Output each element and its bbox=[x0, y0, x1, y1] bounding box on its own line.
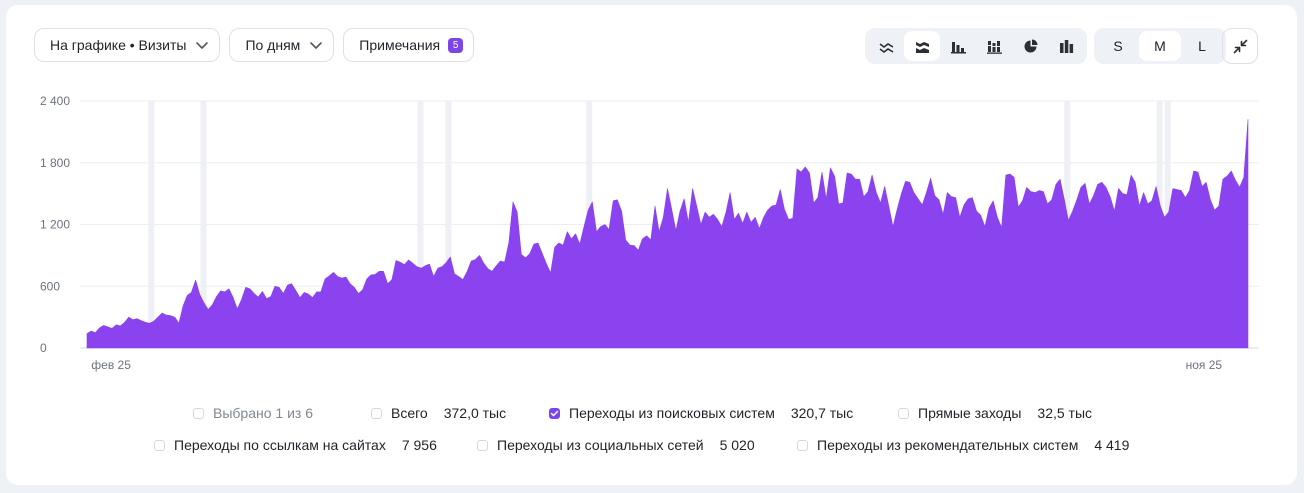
bar-chart-icon bbox=[950, 41, 966, 53]
chart-toolbar: На графике • Визиты По дням Примечания 5 bbox=[34, 28, 475, 62]
checkbox-icon[interactable] bbox=[898, 407, 909, 419]
checkmark-icon bbox=[550, 410, 559, 416]
chart-type-stacked-area-button[interactable] bbox=[904, 31, 940, 61]
y-tick-label: 1 800 bbox=[40, 156, 70, 170]
legend-item-total[interactable]: Всего 372,0 тыс bbox=[371, 405, 506, 421]
y-tick-label: 600 bbox=[40, 279, 60, 293]
chart-type-line-button[interactable] bbox=[868, 31, 904, 61]
legend-item-label: Всего bbox=[391, 405, 428, 421]
chevron-down-icon bbox=[310, 42, 323, 49]
legend-item-value: 5 020 bbox=[719, 437, 755, 453]
chart-type-bar-button[interactable] bbox=[940, 31, 976, 61]
chart-type-stacked-bar-button[interactable] bbox=[976, 31, 1012, 61]
legend-item-value: 7 956 bbox=[401, 437, 437, 453]
legend-item-value: 320,7 тыс bbox=[790, 405, 854, 421]
annotation-marker[interactable] bbox=[200, 101, 207, 348]
notes-count-badge: 5 bbox=[448, 37, 464, 53]
period-select-label: По дням bbox=[245, 37, 301, 53]
legend-item-links[interactable]: Переходы по ссылкам на сайтах 7 956 bbox=[154, 437, 437, 453]
checkbox-icon[interactable] bbox=[371, 407, 382, 419]
annotation-marker[interactable] bbox=[417, 101, 424, 348]
metric-select[interactable]: На графике • Визиты bbox=[34, 28, 221, 62]
visits-area-chart: 0 600 1 200 1 800 2 400 фев 25 ноя 25 bbox=[40, 94, 1259, 372]
legend-item-label: Переходы из поисковых систем bbox=[569, 405, 775, 421]
legend-item-value: 32,5 тыс bbox=[1037, 405, 1093, 421]
legend-selected-count: Выбрано 1 из 6 bbox=[193, 405, 313, 421]
checkbox-checked-icon[interactable] bbox=[549, 407, 560, 419]
checkbox-icon bbox=[193, 407, 204, 419]
collapse-button[interactable] bbox=[1222, 28, 1258, 64]
legend-item-label: Переходы по ссылкам на сайтах bbox=[174, 437, 386, 453]
checkbox-icon[interactable] bbox=[154, 439, 165, 451]
legend-selected-label: Выбрано 1 из 6 bbox=[213, 405, 313, 421]
legend-item-direct[interactable]: Прямые заходы 32,5 тыс bbox=[898, 405, 1092, 421]
stacked-area-chart-icon bbox=[915, 41, 929, 53]
legend-item-label: Переходы из социальных сетей bbox=[497, 437, 704, 453]
annotation-marker[interactable] bbox=[148, 101, 155, 348]
chart-type-column-button[interactable] bbox=[1048, 31, 1084, 61]
chevron-down-icon bbox=[196, 42, 209, 49]
size-l-button[interactable]: L bbox=[1198, 38, 1206, 54]
legend-item-value: 4 419 bbox=[1094, 437, 1130, 453]
size-m-button[interactable]: M bbox=[1139, 31, 1181, 61]
y-tick-label: 2 400 bbox=[40, 94, 70, 108]
metric-select-label: На графике • Визиты bbox=[50, 37, 187, 53]
column-chart-icon bbox=[1059, 39, 1073, 53]
line-chart-icon bbox=[879, 42, 893, 53]
checkbox-icon[interactable] bbox=[477, 439, 488, 451]
checkbox-icon[interactable] bbox=[797, 439, 808, 451]
x-tick-label: фев 25 bbox=[91, 358, 131, 372]
notes-label: Примечания bbox=[359, 37, 441, 53]
series-area[interactable] bbox=[86, 119, 1249, 349]
y-tick-label: 1 200 bbox=[40, 218, 70, 232]
stacked-bar-chart-icon bbox=[986, 40, 1002, 54]
period-select[interactable]: По дням bbox=[229, 28, 335, 62]
legend-item-search[interactable]: Переходы из поисковых систем 320,7 тыс bbox=[549, 405, 853, 421]
chart-type-pie-button[interactable] bbox=[1012, 31, 1048, 61]
notes-button[interactable]: Примечания 5 bbox=[343, 28, 475, 62]
legend-item-recommendation[interactable]: Переходы из рекомендательных систем 4 41… bbox=[797, 437, 1129, 453]
collapse-icon bbox=[1233, 39, 1247, 53]
x-tick-label: ноя 25 bbox=[1186, 358, 1223, 372]
chart-type-switcher bbox=[865, 28, 1087, 64]
pie-chart-icon bbox=[1024, 39, 1037, 52]
annotation-marker[interactable] bbox=[445, 101, 452, 348]
size-s-button[interactable]: S bbox=[1113, 38, 1123, 54]
chart-size-switcher: S M L bbox=[1094, 28, 1226, 64]
legend-item-label: Прямые заходы bbox=[918, 405, 1022, 421]
y-tick-label: 0 bbox=[40, 341, 47, 355]
legend-item-label: Переходы из рекомендательных систем bbox=[817, 437, 1079, 453]
legend-item-value: 372,0 тыс bbox=[443, 405, 507, 421]
legend-item-social[interactable]: Переходы из социальных сетей 5 020 bbox=[477, 437, 755, 453]
